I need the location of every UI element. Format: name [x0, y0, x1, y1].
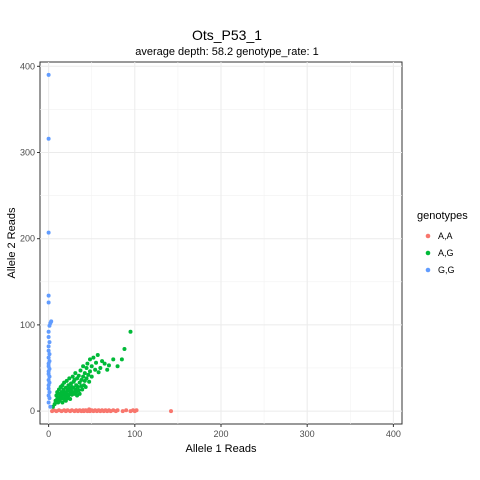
- data-point: [46, 344, 51, 349]
- data-point: [68, 397, 73, 402]
- data-points: [46, 72, 174, 414]
- data-point: [93, 367, 98, 372]
- data-point: [47, 396, 52, 401]
- data-point: [96, 370, 101, 375]
- data-point: [87, 357, 92, 362]
- data-point: [134, 408, 139, 413]
- data-point: [84, 365, 89, 370]
- y-axis-label: Allele 2 Reads: [6, 207, 18, 278]
- data-point: [119, 357, 124, 362]
- data-point: [111, 357, 116, 362]
- data-point: [76, 373, 81, 378]
- chart-title: Ots_P53_1: [192, 27, 262, 43]
- data-point: [83, 384, 88, 389]
- legend-label: G,G: [438, 265, 455, 275]
- data-point: [46, 72, 51, 77]
- data-point: [47, 390, 52, 395]
- x-tick-label: 0: [46, 429, 51, 439]
- data-point: [106, 363, 111, 368]
- data-point: [91, 355, 96, 360]
- data-point: [84, 376, 89, 381]
- data-point: [47, 352, 52, 357]
- x-tick-label: 200: [213, 429, 228, 439]
- data-point: [79, 378, 84, 383]
- data-point: [169, 409, 174, 414]
- data-point: [67, 376, 72, 381]
- data-point: [81, 364, 86, 369]
- data-point: [76, 388, 81, 393]
- data-point: [46, 136, 51, 141]
- data-point: [78, 368, 83, 373]
- y-tick-label: 0: [30, 406, 35, 416]
- data-point: [46, 348, 51, 353]
- data-point: [60, 400, 65, 405]
- legend-key: [425, 250, 431, 256]
- legend-title: genotypes: [417, 210, 468, 222]
- data-point: [49, 319, 54, 324]
- data-point: [46, 400, 51, 405]
- data-point: [52, 402, 57, 407]
- data-point: [70, 374, 75, 379]
- data-point: [46, 386, 51, 391]
- data-point: [77, 391, 82, 396]
- data-point: [89, 364, 94, 369]
- data-point: [46, 383, 51, 388]
- data-point: [73, 371, 78, 376]
- data-point: [80, 387, 85, 392]
- data-point: [115, 364, 120, 369]
- data-point: [128, 329, 133, 334]
- data-point: [46, 300, 51, 305]
- legend: genotypes A,A A,G G,G: [417, 210, 468, 275]
- data-point: [87, 379, 92, 384]
- chart-subtitle: average depth: 58.2 genotype_rate: 1: [135, 46, 318, 58]
- data-point: [85, 361, 90, 366]
- data-point: [124, 408, 129, 413]
- legend-key: [425, 233, 431, 239]
- data-point: [47, 374, 52, 379]
- data-point: [105, 367, 110, 372]
- data-point: [122, 347, 127, 352]
- y-tick-label: 300: [20, 148, 35, 158]
- data-point: [115, 408, 120, 413]
- data-point: [86, 372, 91, 377]
- data-point: [98, 365, 103, 370]
- data-point: [48, 404, 53, 409]
- data-point: [95, 353, 100, 358]
- data-point: [64, 378, 69, 383]
- legend-key: [425, 267, 431, 273]
- data-point: [120, 409, 125, 414]
- data-point: [46, 293, 51, 298]
- data-point: [46, 230, 51, 235]
- legend-label: A,A: [438, 231, 453, 241]
- data-point: [89, 374, 94, 379]
- data-point: [46, 329, 51, 334]
- x-tick-label: 400: [386, 429, 401, 439]
- data-point: [94, 360, 99, 365]
- axis-ticks: 0 100 200 300 400 0 100 200 300 400: [20, 61, 401, 439]
- data-point: [87, 369, 92, 374]
- data-point: [100, 359, 105, 364]
- legend-label: A,G: [438, 248, 454, 258]
- data-point: [46, 334, 51, 339]
- y-tick-label: 200: [20, 234, 35, 244]
- data-point: [102, 361, 107, 366]
- data-point: [81, 374, 86, 379]
- x-tick-label: 100: [127, 429, 142, 439]
- x-axis-label: Allele 1 Reads: [186, 443, 257, 455]
- y-tick-label: 400: [20, 61, 35, 71]
- data-point: [46, 355, 51, 360]
- data-point: [82, 371, 87, 376]
- y-tick-label: 100: [20, 320, 35, 330]
- data-point: [75, 384, 80, 389]
- data-point: [47, 340, 52, 345]
- x-tick-label: 300: [300, 429, 315, 439]
